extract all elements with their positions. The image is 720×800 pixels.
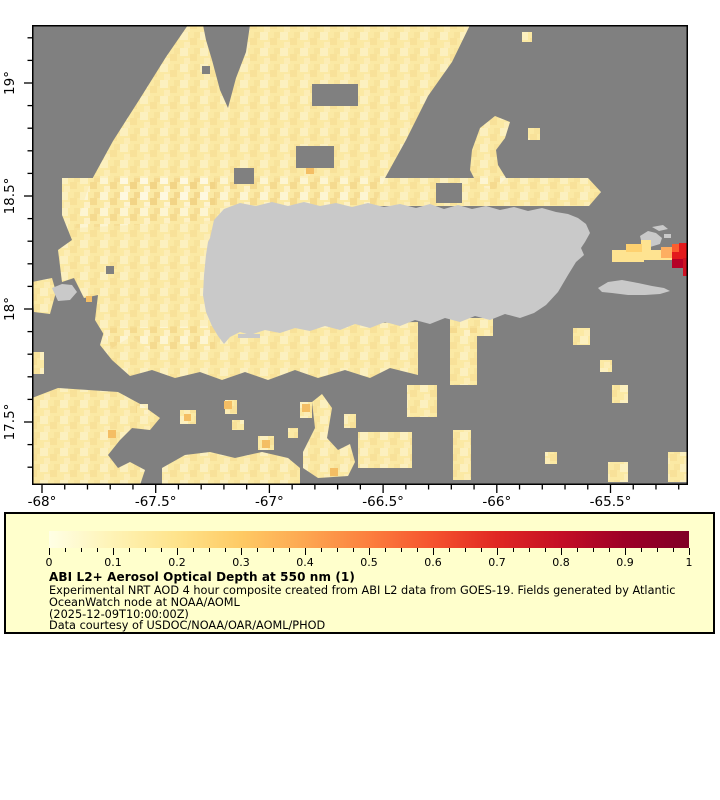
aod-hotspot <box>612 240 688 276</box>
legend-line-timestamp: (2025-12-09T10:00:00Z) <box>49 607 189 621</box>
y-tick-label: 18° <box>2 297 18 321</box>
mona-island <box>52 284 77 301</box>
colorbar-tick-label: 0.6 <box>424 556 442 569</box>
map-content <box>32 25 688 485</box>
colorbar-tick-label: 1 <box>685 556 693 569</box>
colorbar-minor-tick <box>337 548 338 552</box>
colorbar-minor-tick <box>465 548 466 552</box>
colorbar-major-tick <box>241 548 242 555</box>
colorbar-major-tick <box>49 548 50 555</box>
colorbar-major-tick <box>433 548 434 555</box>
colorbar-major-tick <box>561 548 562 555</box>
colorbar-tick-label: 0.4 <box>296 556 314 569</box>
x-tick-label: -65.5° <box>590 494 632 510</box>
x-tick-label: -66.5° <box>362 494 404 510</box>
colorbar-minor-tick <box>657 548 658 552</box>
y-axis-labels: 19° 18.5° 18° 17.5° <box>2 71 18 440</box>
colorbar-minor-tick <box>529 548 530 552</box>
colorbar-major-tick <box>113 548 114 555</box>
south-coast-cay <box>238 334 260 338</box>
colorbar-minor-tick <box>225 548 226 552</box>
legend-line-node: OceanWatch node at NOAA/AOML <box>49 595 240 609</box>
colorbar-tick-label: 0.7 <box>488 556 506 569</box>
colorbar-minor-tick <box>385 548 386 552</box>
y-tick-label: 17.5° <box>2 404 18 441</box>
colorbar-tick-label: 0 <box>45 556 53 569</box>
puerto-rico-island <box>203 202 590 344</box>
colorbar-minor-tick <box>401 548 402 552</box>
colorbar-major-tick <box>689 548 690 555</box>
colorbar-tick-label: 0.1 <box>104 556 122 569</box>
aod-speckles <box>86 166 338 476</box>
colorbar-minor-tick <box>273 548 274 552</box>
map-frame <box>32 25 688 485</box>
x-tick-label: -66° <box>482 494 511 510</box>
colorbar-minor-tick <box>81 548 82 552</box>
colorbar-tick-label: 0.2 <box>168 556 186 569</box>
x-tick-label: -68° <box>28 494 57 510</box>
colorbar-minor-tick <box>65 548 66 552</box>
colorbar-minor-tick <box>417 548 418 552</box>
colorbar-minor-tick <box>145 548 146 552</box>
legend-body: Experimental NRT AOD 4 hour composite cr… <box>49 585 675 632</box>
colorbar-minor-tick <box>449 548 450 552</box>
legend-title: ABI L2+ Aerosol Optical Depth at 550 nm … <box>49 570 355 584</box>
colorbar-minor-tick <box>609 548 610 552</box>
colorbar-minor-tick <box>97 548 98 552</box>
colorbar-minor-tick <box>593 548 594 552</box>
legend-panel: 0 0.1 0.2 0.3 0.4 0.5 0.6 0.7 0.8 0.9 1 ABI L2+ Ae… <box>4 512 715 634</box>
colorbar-minor-tick <box>321 548 322 552</box>
land-mask <box>52 202 671 344</box>
colorbar-minor-tick <box>481 548 482 552</box>
y-tick-label: 18.5° <box>2 178 18 215</box>
x-tick-label: -67.5° <box>135 494 177 510</box>
colorbar-minor-tick <box>545 548 546 552</box>
colorbar-minor-tick <box>129 548 130 552</box>
colorbar-major-tick <box>177 548 178 555</box>
culebrita-cay <box>652 225 668 231</box>
colorbar-minor-tick <box>161 548 162 552</box>
x-axis-labels: -68° -67.5° -67° -66.5° -66° -65.5° <box>28 494 632 510</box>
colorbar-major-tick <box>625 548 626 555</box>
legend-line-description: Experimental NRT AOD 4 hour composite cr… <box>49 584 676 597</box>
x-tick-label: -67° <box>255 494 284 510</box>
colorbar-major-tick <box>369 548 370 555</box>
colorbar <box>49 531 689 548</box>
colorbar-minor-tick <box>513 548 514 552</box>
colorbar-minor-tick <box>577 548 578 552</box>
colorbar-minor-tick <box>193 548 194 552</box>
y-tick-label: 19° <box>2 71 18 95</box>
x-axis-ticks <box>41 485 680 493</box>
colorbar-minor-tick <box>641 548 642 552</box>
colorbar-minor-tick <box>257 548 258 552</box>
colorbar-major-tick <box>305 548 306 555</box>
legend-line-courtesy: Data courtesy of USDOC/NOAA/OAR/AOML/PHO… <box>49 619 326 633</box>
colorbar-minor-tick <box>289 548 290 552</box>
culebra-cay-dot <box>664 234 671 238</box>
aod-map: -68° -67.5° -67° -66.5° -66° -65.5° 19°18.5°1… <box>2 25 688 510</box>
y-axis-ticks <box>24 37 32 468</box>
vieques-island <box>598 280 670 295</box>
colorbar-minor-tick <box>353 548 354 552</box>
colorbar-tick-label: 0.3 <box>232 556 250 569</box>
colorbar-major-tick <box>497 548 498 555</box>
colorbar-minor-tick <box>673 548 674 552</box>
colorbar-minor-tick <box>209 548 210 552</box>
colorbar-tick-label: 0.5 <box>360 556 378 569</box>
colorbar-tick-label: 0.8 <box>552 556 570 569</box>
colorbar-tick-label: 0.9 <box>616 556 634 569</box>
